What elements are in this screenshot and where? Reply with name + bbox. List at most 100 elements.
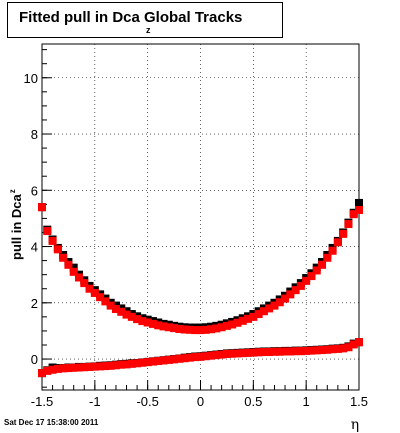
data-point [302,276,311,285]
data-point [291,286,300,295]
data-point [233,349,242,358]
data-point [43,227,52,236]
data-point [117,307,126,316]
data-point [217,323,226,332]
data-point [180,325,189,334]
data-point [233,318,242,327]
x-tick-label: -1.5 [31,394,53,409]
data-point [185,325,194,334]
data-point [281,347,290,356]
data-point [133,359,142,368]
data-point [180,354,189,363]
data-point [170,355,179,364]
y-tick-label: 2 [31,296,38,311]
data-point [53,245,62,254]
y-tick-label: 8 [31,127,38,142]
data-point [238,316,247,325]
data-point [249,312,258,321]
data-point [228,349,237,358]
data-point [254,348,263,357]
data-point [286,347,295,356]
data-point [191,326,200,335]
data-point [85,362,94,371]
chart-title-box: Fitted pull in Dca Global Tracks z [7,2,283,38]
data-point [265,304,274,313]
data-point [48,365,57,374]
data-point [111,361,120,370]
data-point [127,312,136,321]
data-point [106,301,115,310]
data-point [249,348,258,357]
data-point [344,220,353,229]
data-point [307,346,316,355]
data-point [270,301,279,310]
data-point [43,366,52,375]
series-1 [38,203,363,335]
data-point [207,351,216,360]
data-point [59,364,68,373]
data-point [59,253,68,262]
data-point [101,362,110,371]
data-point [217,350,226,359]
data-point [275,347,284,356]
data-point [259,307,268,316]
data-point [170,324,179,333]
data-point [85,284,94,293]
data-point [90,288,99,297]
data-point [196,326,205,335]
y-tick-label: 4 [31,240,38,255]
x-axis-label: η [351,417,359,433]
data-point [339,229,348,238]
data-point [38,369,46,378]
x-tick-label: 1 [303,394,310,409]
data-point [270,347,279,356]
data-point [244,348,253,357]
data-point [201,352,210,361]
data-point [53,364,62,373]
data-point [69,263,78,272]
data-point [228,320,237,329]
data-point [64,364,73,373]
data-point [69,267,78,276]
data-point [74,363,83,372]
data-point [101,297,110,306]
data-point [238,349,247,358]
x-tick-label: 0.5 [244,394,262,409]
data-point [312,266,321,275]
data-point [96,362,105,371]
data-point [122,310,131,319]
x-tick-label: 1.5 [350,394,368,409]
data-point [344,343,353,352]
data-point [138,358,147,367]
data-point [296,347,305,356]
data-point [74,273,83,282]
data-point [254,310,263,319]
x-tick-label: -0.5 [136,394,158,409]
data-point [307,272,316,281]
data-point [222,321,231,330]
data-point [339,344,348,353]
data-point [201,325,210,334]
data-point [80,363,89,372]
timestamp-footer: Sat Dec 17 15:38:00 2011 [4,418,99,427]
data-point [349,210,358,219]
data-point [69,363,78,372]
data-point [127,359,136,368]
data-point [38,203,46,212]
data-point [148,319,157,328]
data-point [286,290,295,299]
data-point [212,351,221,360]
data-point [80,279,89,288]
data-point [355,198,363,207]
data-point [328,345,337,354]
data-point [48,236,57,245]
data-point [133,315,142,324]
data-point [117,360,126,369]
data-point [196,352,205,361]
data-point [244,314,253,323]
data-point [302,346,311,355]
chart-title-subscript: z [146,25,151,35]
data-point [312,346,321,355]
data-point [318,346,327,355]
